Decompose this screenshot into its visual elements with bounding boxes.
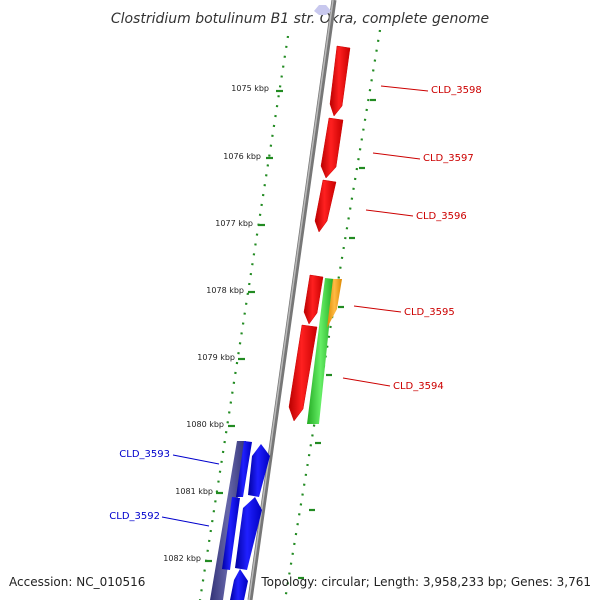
topology-label: Topology: circular; Length: 3,958,233 bp…: [260, 575, 591, 589]
cds-arrow[interactable]: [222, 497, 240, 570]
gene-label[interactable]: CLD_3598: [431, 85, 482, 96]
cds-arrow[interactable]: [314, 179, 337, 233]
gene-label[interactable]: CLD_3596: [416, 211, 467, 222]
gene-features: [307, 278, 342, 424]
cds-arrow[interactable]: [236, 441, 252, 497]
gene-label[interactable]: CLD_3593: [119, 449, 170, 460]
gene-label[interactable]: CLD_3597: [423, 153, 474, 164]
cds-arrow[interactable]: [235, 497, 262, 570]
forward-cds-features: [222, 441, 270, 600]
gene-labels: CLD_3598 CLD_3597 CLD_3596 CLD_3595 CLD_…: [109, 85, 481, 522]
outer-dotted-ring: [283, 29, 382, 600]
tick-label: 1080 kbp: [186, 420, 224, 429]
gene-highlight[interactable]: [327, 279, 342, 328]
tick-label: 1075 kbp: [231, 84, 269, 93]
outer-ring-ticks: [298, 98, 376, 580]
cds-arrow[interactable]: [230, 569, 248, 600]
gene-bar[interactable]: [307, 278, 334, 424]
tick-label: 1081 kbp: [175, 487, 213, 496]
cds-arrow[interactable]: [329, 45, 351, 117]
cds-arrow[interactable]: [248, 444, 270, 497]
sequence-backbone: [247, 0, 337, 600]
gene-label[interactable]: CLD_3592: [109, 511, 160, 522]
tick-label: 1076 kbp: [223, 152, 261, 161]
tick-marks: [205, 89, 283, 563]
tick-label: 1078 kbp: [206, 286, 244, 295]
cds-arrow[interactable]: [288, 324, 318, 422]
forward-track: [210, 441, 246, 600]
gene-label[interactable]: CLD_3594: [393, 381, 444, 392]
reverse-cds-features: [288, 45, 351, 422]
tick-label: 1082 kbp: [163, 554, 201, 563]
cds-arrow[interactable]: [320, 117, 344, 179]
tick-label: 1079 kbp: [197, 353, 235, 362]
cds-arrow[interactable]: [303, 274, 324, 325]
origin-marker-icon: [314, 5, 331, 15]
map-title: Clostridium botulinum B1 str. Okra, comp…: [111, 11, 489, 27]
label-leaders: [161, 85, 429, 527]
gene-label[interactable]: CLD_3595: [404, 307, 455, 318]
tick-label: 1077 kbp: [215, 219, 253, 228]
tick-labels: 1075 kbp 1076 kbp 1077 kbp 1078 kbp 1079…: [163, 84, 269, 563]
accession-label: Accession: NC_010516: [9, 575, 145, 589]
